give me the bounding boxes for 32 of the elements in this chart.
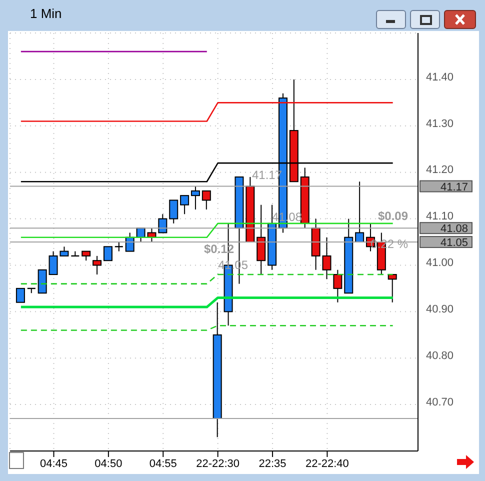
y-tick-label: 41.30 — [426, 118, 454, 130]
candlestick — [202, 190, 211, 210]
x-tick-label: 22-22:30 — [196, 458, 240, 470]
candlestick — [169, 200, 178, 224]
candlestick — [333, 269, 342, 303]
x-tick-label: 04:55 — [149, 458, 177, 470]
x-tick-label: 22-22:40 — [305, 458, 349, 470]
candlestick — [355, 181, 364, 242]
y-tick-label: 40.70 — [426, 396, 454, 408]
x-tick-label: 04:50 — [94, 458, 122, 470]
x-tick-label: 22:35 — [258, 458, 286, 470]
x-tick-label: 04:45 — [40, 458, 68, 470]
y-tick-label: 41.10 — [426, 210, 454, 223]
candlestick — [256, 204, 266, 276]
candlestick — [92, 255, 102, 276]
candlestick — [180, 195, 190, 215]
ref-line-label: 41.17 — [440, 181, 468, 194]
y-tick-label: 41.00 — [426, 257, 454, 270]
y-tick-label: 41.20 — [426, 164, 454, 176]
y-tick-label: 40.80 — [426, 350, 454, 362]
candlestick — [103, 246, 112, 262]
annotation: $0.09 — [378, 209, 408, 223]
chart-title: 1 Min — [30, 6, 62, 21]
ref-line-label: 41.05 — [440, 237, 468, 249]
ref-line-label: 41.08 — [440, 223, 468, 236]
y-tick-label: 40.90 — [426, 304, 454, 316]
candlestick — [82, 250, 91, 262]
candlestick — [158, 214, 168, 234]
y-tick-label: 41.40 — [426, 71, 454, 84]
candlestick — [190, 186, 200, 210]
candlestick — [38, 269, 47, 294]
candlestick — [16, 288, 25, 303]
